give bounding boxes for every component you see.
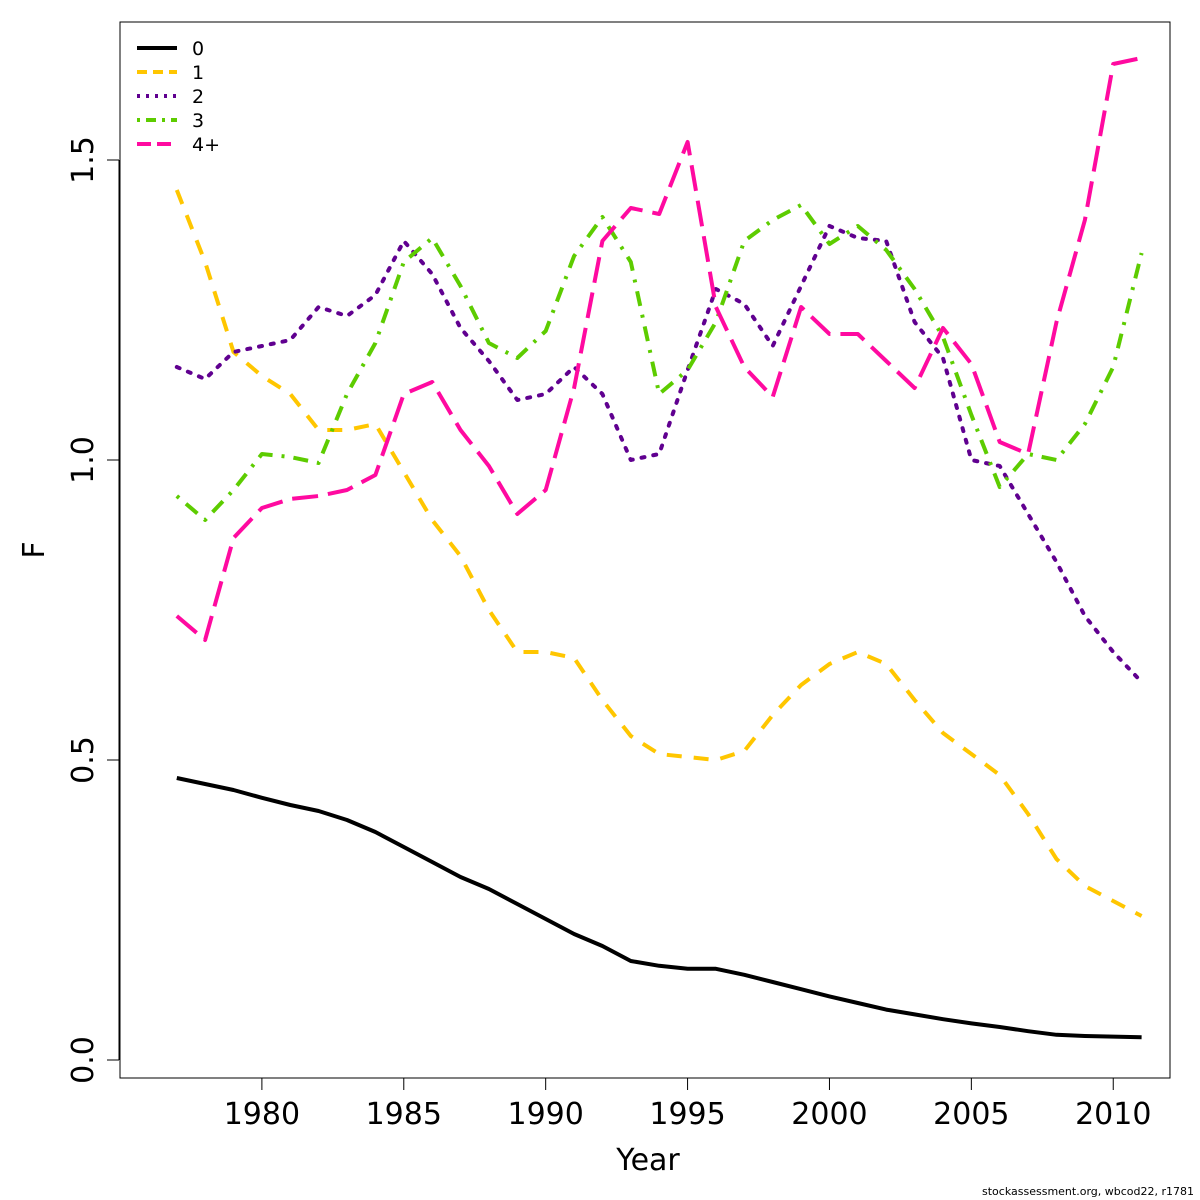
y-axis-title: F bbox=[17, 541, 52, 558]
x-tick-label: 2010 bbox=[1075, 1097, 1151, 1132]
y-tick-label: 0.0 bbox=[66, 1036, 101, 1084]
credit-text: stockassessment.org, wbcod22, r1781 bbox=[982, 1185, 1194, 1198]
legend-label: 0 bbox=[192, 38, 204, 60]
series-line-1 bbox=[174, 189, 1143, 918]
legend-label: 4+ bbox=[192, 134, 220, 156]
x-tick-label: 1980 bbox=[224, 1097, 300, 1132]
x-tick-label: 2005 bbox=[933, 1097, 1009, 1132]
x-axis-title: Year bbox=[615, 1143, 680, 1178]
series-line-4plus bbox=[175, 56, 1143, 642]
legend-label: 3 bbox=[192, 110, 204, 132]
series-line-3 bbox=[175, 203, 1144, 522]
axes: 1980 1985 1990 1995 2000 2005 2010 0.0 0.5 1.0 1.5 bbox=[66, 136, 1151, 1132]
series-layer bbox=[174, 56, 1144, 1040]
x-tick-label: 1985 bbox=[366, 1097, 442, 1132]
legend-label: 2 bbox=[192, 86, 204, 108]
x-tick-label: 2000 bbox=[791, 1097, 867, 1132]
y-tick-label: 1.0 bbox=[66, 436, 101, 484]
x-tick-label: 1995 bbox=[649, 1097, 725, 1132]
legend-label: 1 bbox=[192, 62, 204, 84]
series-line-2 bbox=[174, 224, 1144, 684]
series-line-0 bbox=[176, 776, 1142, 1040]
plot-frame bbox=[119, 21, 1171, 1079]
y-tick-label: 0.5 bbox=[66, 736, 101, 784]
y-tick-label: 1.5 bbox=[66, 136, 101, 184]
x-tick-label: 1990 bbox=[507, 1097, 583, 1132]
